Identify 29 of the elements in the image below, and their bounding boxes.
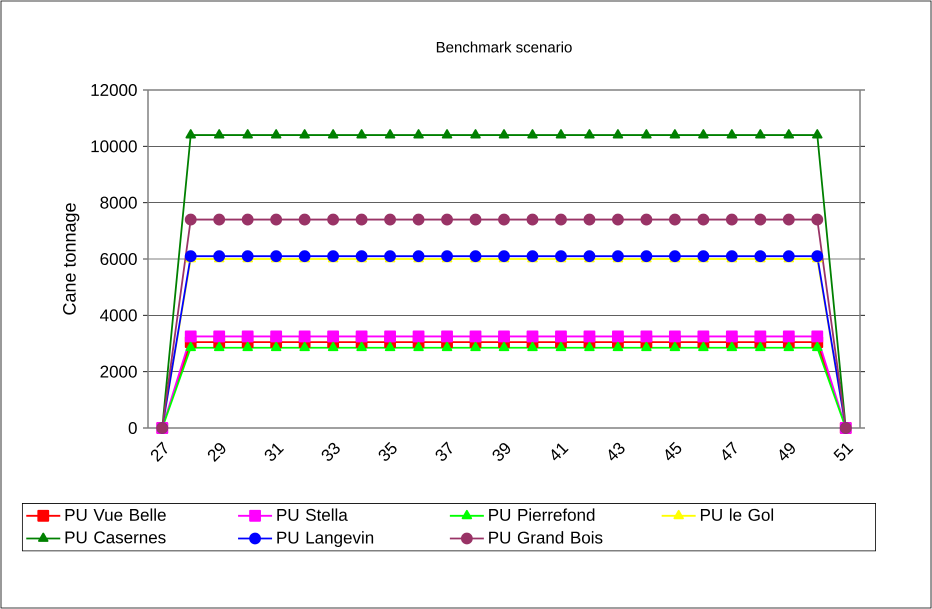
y-axis-title: Cane tonnage <box>63 203 80 315</box>
legend-label: PU Casernes <box>66 531 166 544</box>
x-tick-label: 39 <box>492 443 510 461</box>
legend-label: PU Grand Bois <box>489 531 602 544</box>
y-tick-label: 4000 <box>100 309 137 322</box>
legend-label: PU Stella <box>277 508 348 521</box>
x-tick-label: 33 <box>322 442 340 461</box>
x-tick-label: 31 <box>264 444 284 461</box>
legend-label: PU Langevin <box>277 531 374 547</box>
y-tick-label: 2000 <box>100 366 137 378</box>
y-tick-label: 10000 <box>91 140 137 152</box>
legend-label: PU le Gol <box>700 508 774 521</box>
x-tick-label: 37 <box>436 442 452 461</box>
x-tick-label: 27 <box>150 442 168 462</box>
x-tick-label: 29 <box>208 443 226 462</box>
x-tick-label: 51 <box>833 443 854 461</box>
x-tick-label: 49 <box>780 443 795 460</box>
x-tick-label: 47 <box>722 441 737 460</box>
chart-title: Benchmark scenario <box>436 41 572 52</box>
legend-label: PU Pierrefond <box>489 508 594 521</box>
x-tick-label: 45 <box>666 442 682 460</box>
x-tick-label: 41 <box>552 443 569 460</box>
x-tick-label: 35 <box>378 442 397 461</box>
y-tick-label: 6000 <box>100 252 137 266</box>
y-tick-label: 8000 <box>100 196 137 209</box>
legend-label: PU Vue Belle <box>66 508 166 521</box>
y-tick-label: 0 <box>128 422 137 434</box>
x-tick-label: 43 <box>608 442 625 460</box>
y-tick-label: 12000 <box>91 84 137 96</box>
